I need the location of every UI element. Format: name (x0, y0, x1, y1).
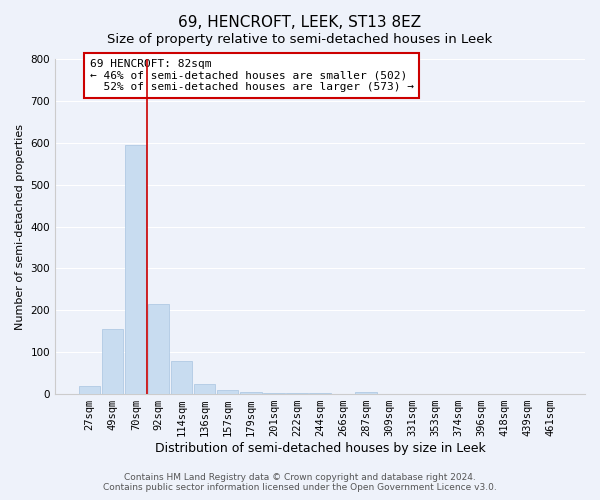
Bar (217, 390, 238, 394)
Text: 69 HENCROFT: 82sqm
← 46% of semi-detached houses are smaller (502)
  52% of semi: 69 HENCROFT: 82sqm ← 46% of semi-detache… (90, 59, 414, 92)
Text: Contains HM Land Registry data © Crown copyright and database right 2024.
Contai: Contains HM Land Registry data © Crown c… (103, 473, 497, 492)
Bar (241, 392, 262, 394)
Text: Size of property relative to semi-detached houses in Leek: Size of property relative to semi-detach… (107, 32, 493, 46)
Text: 69, HENCROFT, LEEK, ST13 8EZ: 69, HENCROFT, LEEK, ST13 8EZ (178, 15, 422, 30)
Bar (102, 329, 124, 394)
Bar (125, 145, 146, 394)
Bar (263, 393, 284, 394)
Bar (310, 393, 331, 394)
Bar (171, 362, 193, 394)
Y-axis label: Number of semi-detached properties: Number of semi-detached properties (15, 124, 25, 330)
Bar (286, 393, 308, 394)
X-axis label: Distribution of semi-detached houses by size in Leek: Distribution of semi-detached houses by … (155, 442, 485, 455)
Bar (79, 386, 100, 394)
Bar (194, 384, 215, 394)
Bar (355, 392, 377, 394)
Bar (148, 304, 169, 394)
